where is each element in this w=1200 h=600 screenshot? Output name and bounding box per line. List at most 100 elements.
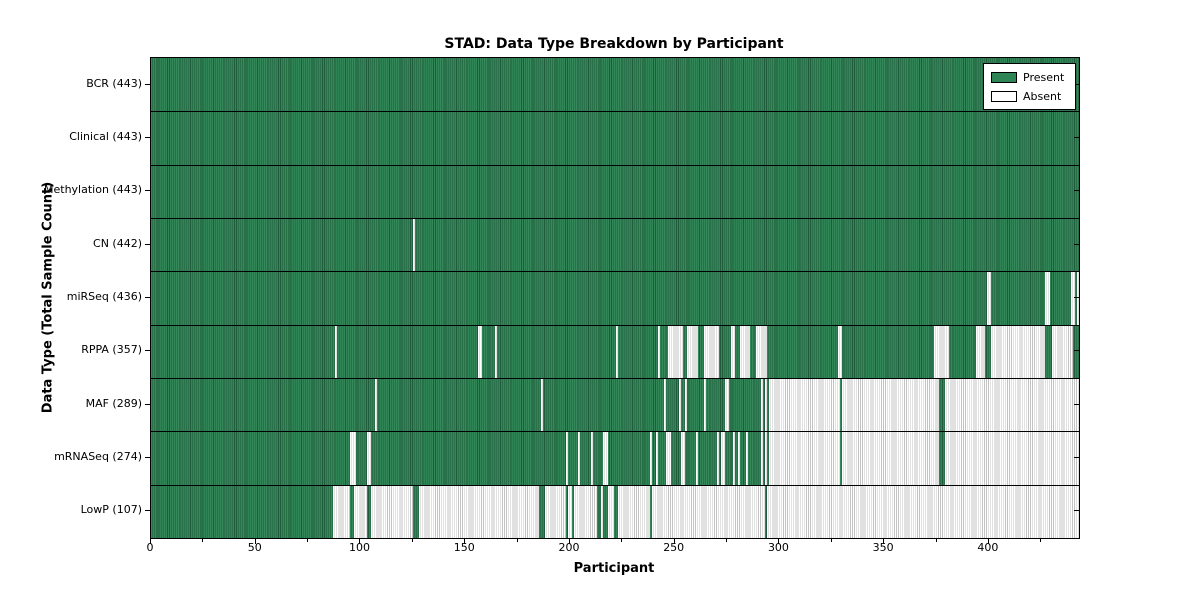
absent-segment	[664, 378, 667, 432]
absent-segment	[745, 431, 749, 485]
plot-area	[150, 57, 1080, 539]
absent-segment	[934, 324, 950, 378]
absent-segment	[991, 324, 1046, 378]
absent-segment	[544, 484, 566, 538]
y-tick-right	[1074, 137, 1079, 138]
absent-segment	[716, 431, 719, 485]
absent-segment	[766, 484, 1079, 538]
x-tick-major	[778, 539, 780, 544]
absent-segment	[565, 431, 568, 485]
absent-segment	[704, 324, 719, 378]
absent-segment	[603, 431, 608, 485]
y-tick-left	[145, 243, 150, 245]
absent-segment	[370, 484, 413, 538]
y-tick-left	[145, 350, 150, 352]
x-axis-label: Participant	[573, 561, 655, 576]
absent-segment	[350, 431, 357, 485]
absent-segment	[601, 484, 604, 538]
absent-segment	[333, 484, 350, 538]
legend-label-absent: Absent	[1023, 90, 1062, 103]
absent-segment	[678, 378, 681, 432]
absent-segment	[764, 431, 767, 485]
absent-segment	[842, 431, 939, 485]
absent-segment	[1051, 324, 1073, 378]
x-tick-label: 0	[146, 541, 154, 554]
row-separator	[151, 431, 1079, 433]
absent-segment	[986, 271, 992, 325]
data-row	[151, 378, 1079, 432]
x-tick-label: 100	[348, 541, 370, 554]
x-tick-major	[150, 539, 151, 544]
absent-segment	[724, 378, 730, 432]
absent-segment	[944, 378, 1079, 432]
x-tick-major	[987, 539, 989, 544]
x-tick-major	[359, 539, 361, 544]
y-tick-right	[1074, 403, 1079, 405]
absent-segment	[944, 431, 1079, 485]
absent-segment	[668, 324, 684, 378]
absent-segment	[578, 431, 581, 485]
y-tick-label: RPPA (357)	[81, 343, 142, 357]
absent-segment	[737, 431, 740, 485]
absent-segment	[366, 431, 371, 485]
x-tick-minor	[516, 539, 518, 542]
absent-segment	[651, 484, 765, 538]
absent-segment	[666, 431, 671, 485]
absent-segment	[976, 324, 985, 378]
y-tick-right	[1074, 190, 1079, 192]
x-tick-minor	[621, 539, 623, 542]
x-tick-label: 250	[663, 541, 685, 554]
y-tick-label: MAF (289)	[85, 396, 142, 410]
x-tick-major	[254, 539, 256, 544]
x-tick-major	[883, 539, 885, 544]
row-separator	[151, 111, 1079, 113]
absent-segment	[412, 218, 415, 272]
row-separator	[151, 324, 1079, 326]
y-tick-left	[145, 83, 150, 85]
absent-segment	[687, 324, 698, 378]
absent-segment	[760, 378, 763, 432]
absent-swatch	[991, 91, 1017, 102]
y-tick-left	[145, 297, 150, 298]
absent-segment	[695, 431, 698, 485]
y-tick-label: CN (442)	[93, 236, 142, 250]
x-tick-major	[464, 539, 466, 544]
data-row	[151, 484, 1079, 538]
absent-segment	[731, 324, 736, 378]
y-tick-label: BCR (443)	[86, 76, 142, 90]
y-tick-right	[1074, 510, 1079, 512]
y-tick-right	[1074, 243, 1079, 245]
x-tick-label: 350	[872, 541, 894, 554]
absent-segment	[618, 484, 650, 538]
x-tick-minor	[307, 539, 309, 542]
x-tick-label: 50	[247, 541, 262, 554]
data-row	[151, 431, 1079, 485]
y-tick-label: LowP (107)	[80, 503, 142, 517]
data-row	[151, 164, 1079, 218]
y-tick-left	[145, 457, 150, 458]
row-separator	[151, 271, 1079, 273]
absent-segment	[375, 378, 378, 432]
row-separator	[151, 378, 1079, 379]
absent-segment	[760, 431, 763, 485]
absent-segment	[768, 378, 841, 432]
y-tick-right	[1074, 457, 1079, 458]
absent-segment	[494, 324, 497, 378]
absent-segment	[419, 484, 539, 538]
x-tick-minor	[202, 539, 204, 542]
absent-segment	[335, 324, 338, 378]
y-tick-label: Clinical (443)	[69, 130, 142, 143]
y-tick-label: mRNASeq (274)	[54, 450, 142, 463]
x-tick-major	[568, 539, 570, 544]
absent-segment	[1070, 271, 1075, 325]
absent-segment	[733, 431, 736, 485]
absent-segment	[590, 431, 593, 485]
y-tick-left	[145, 190, 150, 192]
absent-segment	[1045, 271, 1050, 325]
y-tick-left	[145, 510, 150, 512]
absent-segment	[607, 484, 614, 538]
y-tick-left	[145, 403, 150, 405]
absent-segment	[616, 324, 619, 378]
absent-segment	[838, 324, 843, 378]
row-separator	[151, 484, 1079, 486]
